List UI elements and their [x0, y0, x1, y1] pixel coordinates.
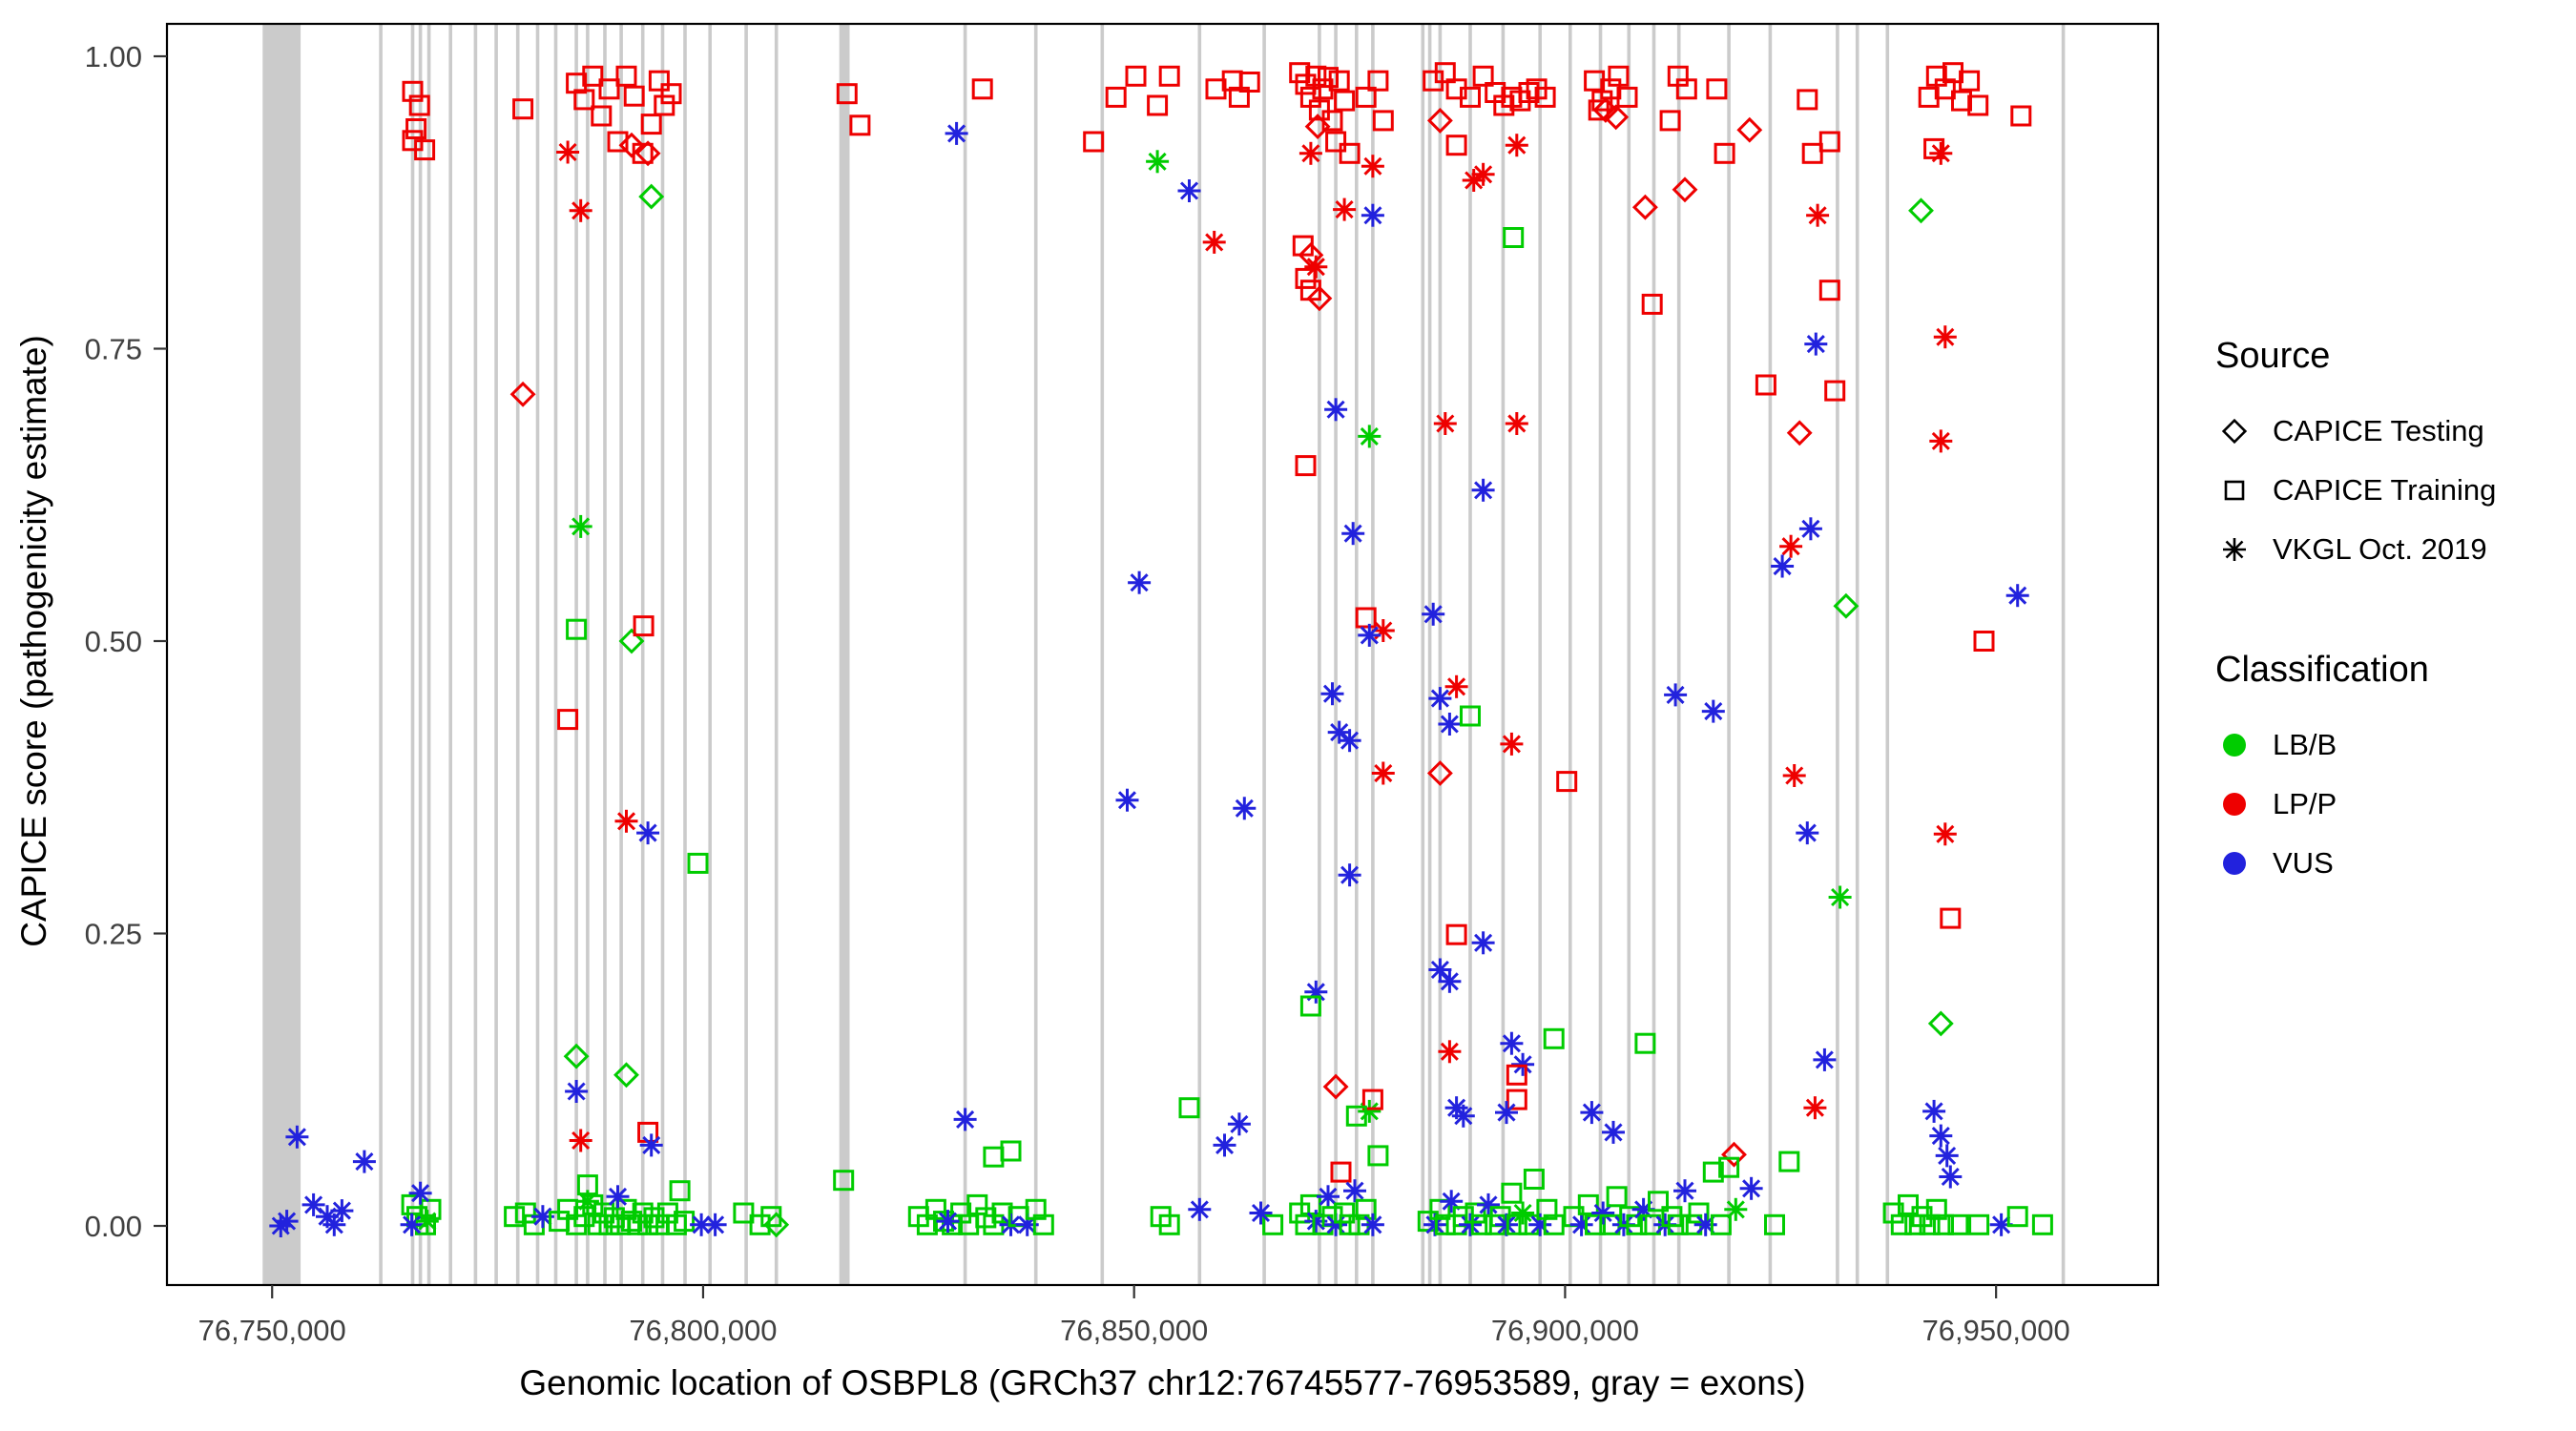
y-tick-label: 0.25	[85, 918, 142, 951]
lbb-color-dot	[2223, 734, 2246, 757]
x-tick-label: 76,950,000	[1922, 1314, 2070, 1347]
legend-item-vus: VUS	[2215, 834, 2559, 893]
legend-source-title: Source	[2215, 336, 2331, 376]
legend-item-capice-testing: CAPICE Testing	[2215, 402, 2559, 461]
legend-item-capice-training: CAPICE Training	[2215, 461, 2559, 520]
axes: 76,750,000 76,800,000 76,850,000 76,900,000…	[14, 40, 2070, 1402]
legend-classification-title: Classification	[2215, 650, 2429, 690]
legend-source: Source CAPICE Testing CAPICE Training	[2215, 336, 2559, 579]
exon-bands	[262, 24, 2066, 1285]
data-points	[269, 62, 2053, 1238]
legend-item-label: VKGL Oct. 2019	[2273, 532, 2487, 566]
square-icon	[2224, 480, 2245, 501]
legend-item-label: VUS	[2273, 846, 2334, 880]
vus-color-dot	[2223, 852, 2246, 875]
legend-item-vkgl: VKGL Oct. 2019	[2215, 520, 2559, 579]
y-axis-title: CAPICE score (pathogenicity estimate)	[14, 335, 53, 947]
x-tick-label: 76,900,000	[1491, 1314, 1639, 1347]
y-tick-label: 0.75	[85, 333, 142, 366]
panel-border	[165, 22, 2160, 1287]
legend-item-label: CAPICE Training	[2273, 473, 2497, 507]
legend-classification: Classification LB/B LP/P VUS	[2215, 650, 2559, 893]
legend-item-label: CAPICE Testing	[2273, 414, 2484, 447]
lpp-color-dot	[2223, 793, 2246, 816]
x-tick-label: 76,750,000	[198, 1314, 346, 1347]
legend-item-label: LP/P	[2273, 787, 2337, 820]
legend-item-lpp: LP/P	[2215, 775, 2559, 834]
legend-item-label: LB/B	[2273, 728, 2337, 761]
asterisk-icon	[2223, 538, 2246, 561]
legend-item-lbb: LB/B	[2215, 716, 2559, 775]
y-tick-label: 0.50	[85, 625, 142, 658]
x-tick-label: 76,850,000	[1060, 1314, 1208, 1347]
diamond-icon	[2221, 418, 2248, 445]
x-axis-title: Genomic location of OSBPL8 (GRCh37 chr12…	[519, 1363, 1805, 1402]
y-tick-label: 0.00	[85, 1210, 142, 1243]
legend: Source CAPICE Testing CAPICE Training	[2215, 336, 2559, 964]
y-tick-label: 1.00	[85, 40, 142, 73]
x-tick-label: 76,800,000	[629, 1314, 777, 1347]
